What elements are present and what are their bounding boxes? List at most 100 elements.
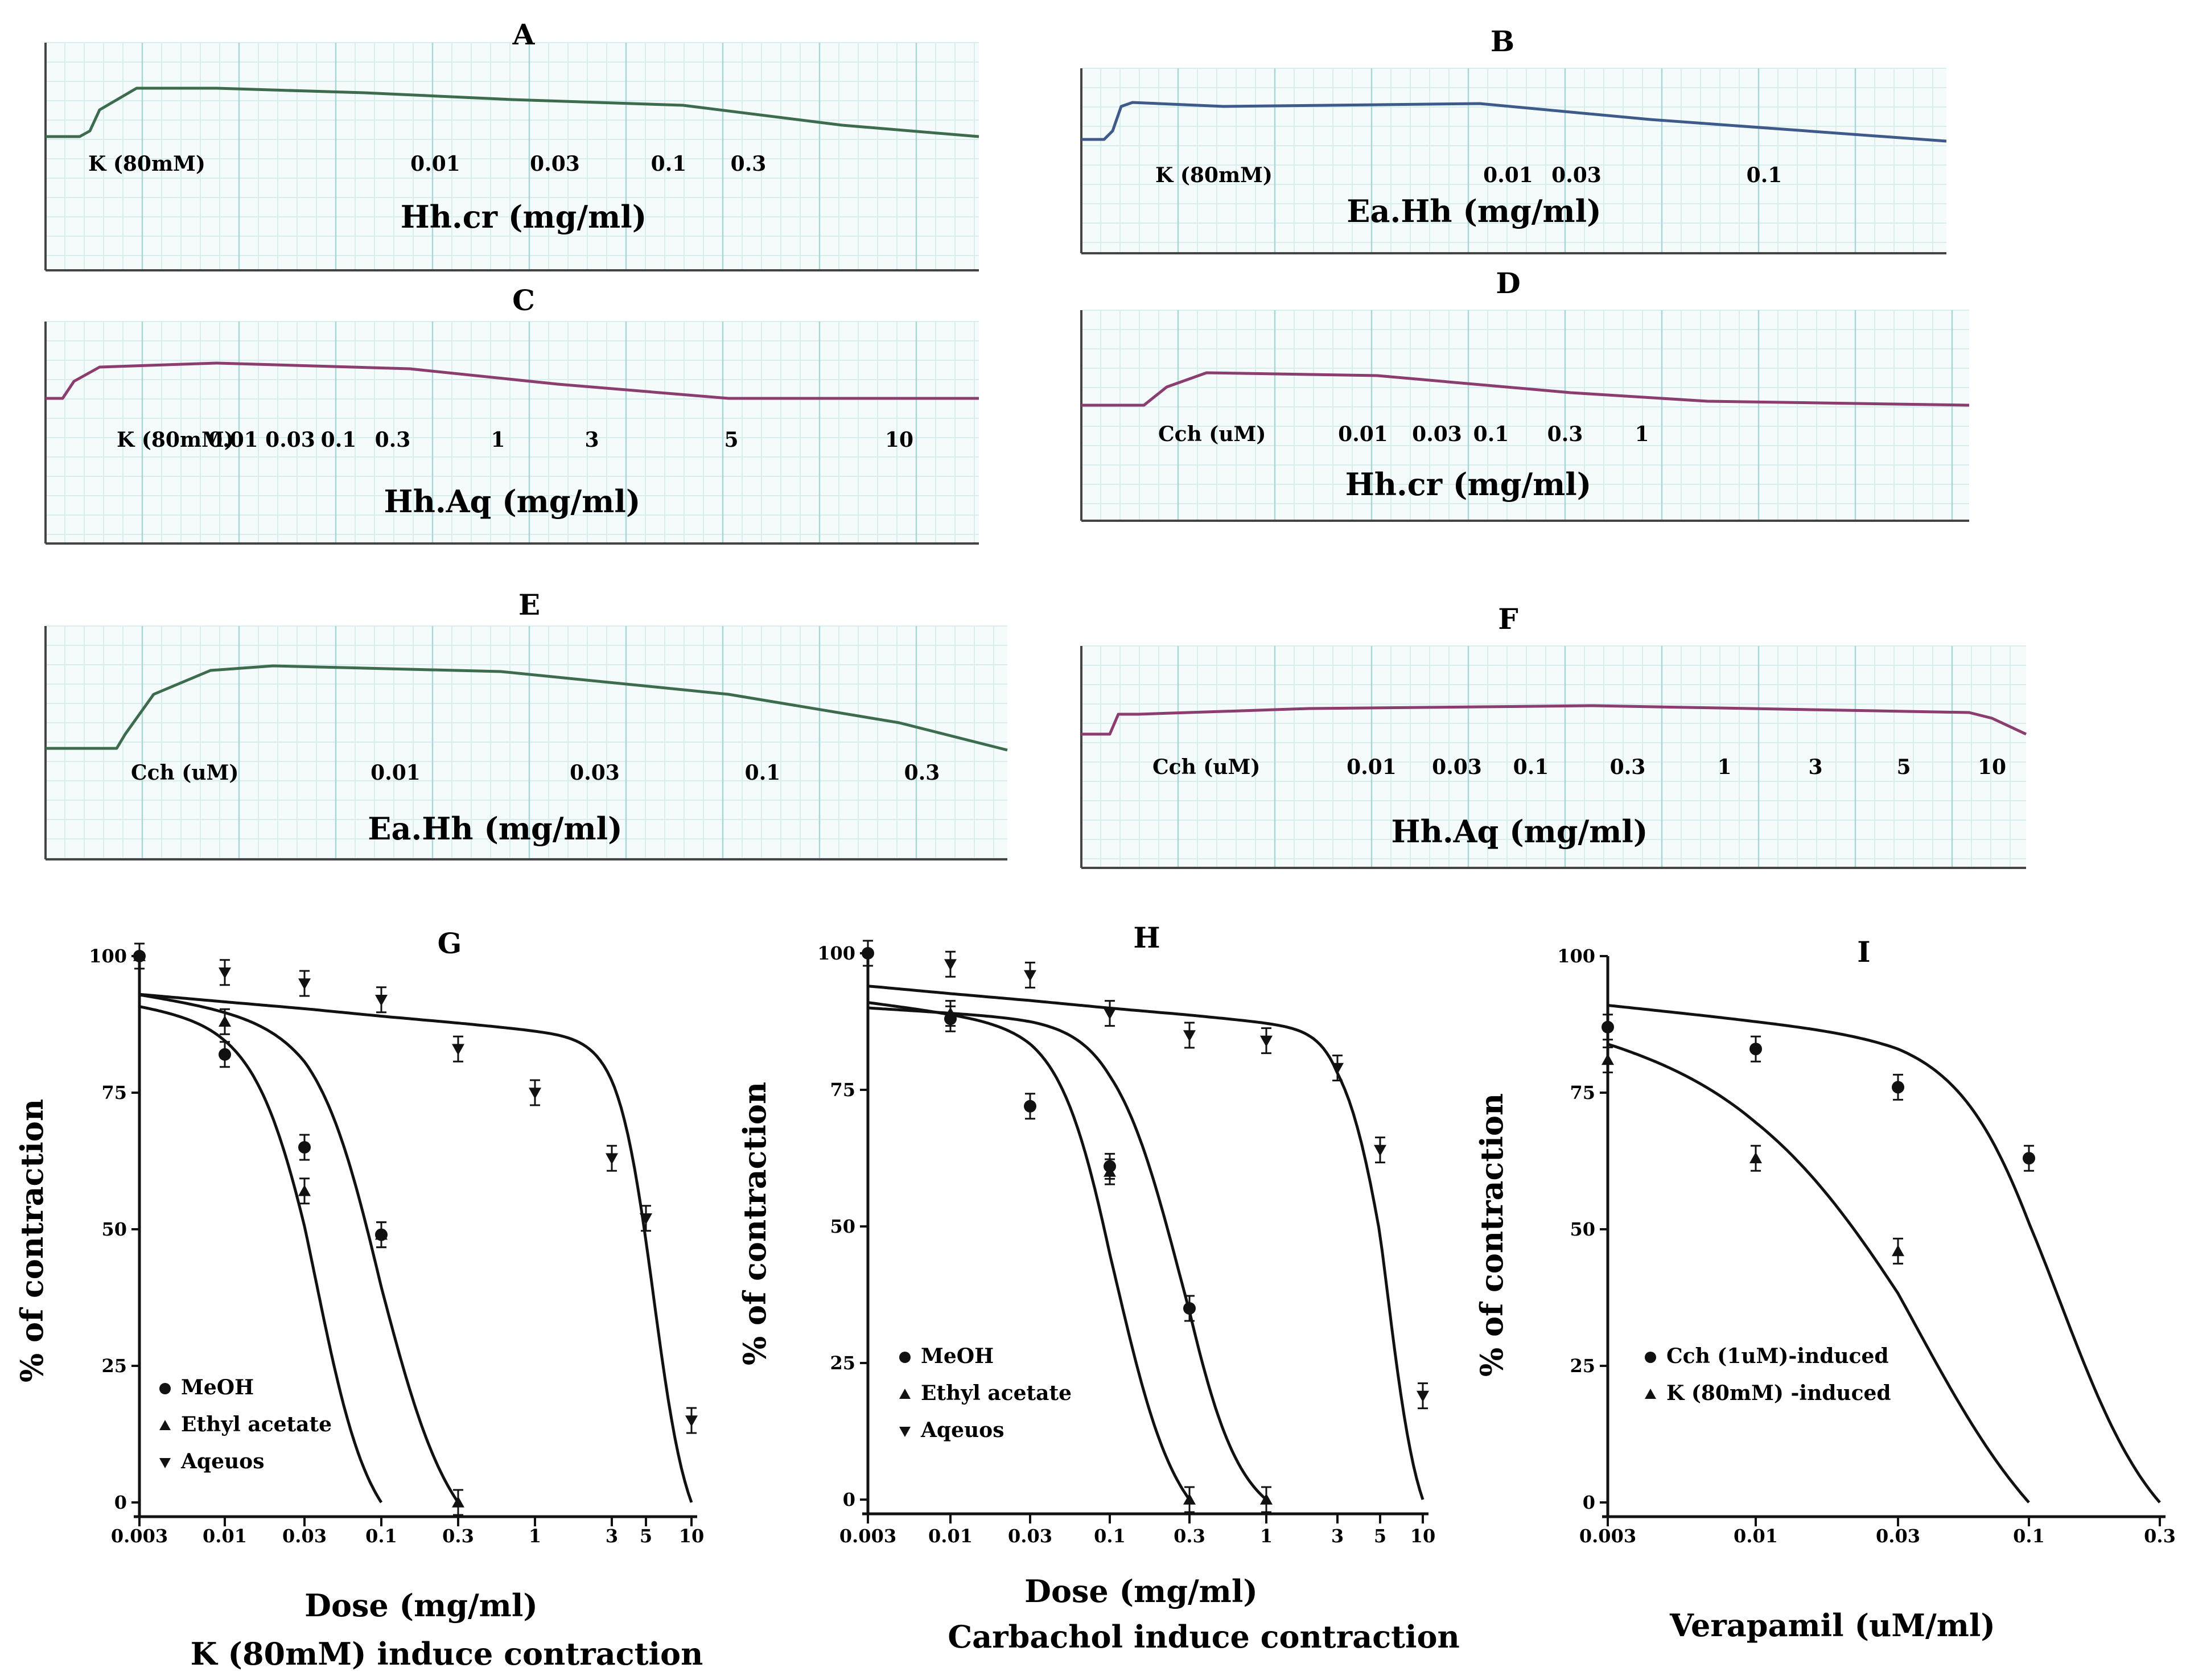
chart-title-g: G	[438, 927, 462, 960]
dose-label: 0.03	[265, 428, 315, 452]
x-tick-label: 3	[1331, 1525, 1344, 1547]
panel-label-c: C	[512, 283, 535, 317]
y-tick-label: 100	[817, 942, 855, 964]
x-tick-label: 0.3	[1174, 1525, 1205, 1547]
data-point-tri-down	[1374, 1144, 1386, 1156]
dose-label: 0.01	[410, 152, 460, 176]
dose-label: 0.1	[1513, 755, 1549, 779]
data-point-circle	[1183, 1302, 1196, 1315]
data-point-circle	[219, 1048, 231, 1061]
data-point-tri-down	[606, 1153, 618, 1165]
panel-label-d: D	[1496, 266, 1520, 300]
trace-grid-major-f	[1080, 646, 1953, 868]
data-point-triangle	[1602, 1053, 1614, 1065]
trace-paper-c	[46, 322, 979, 543]
data-point-circle	[2023, 1152, 2035, 1165]
trace-grid-major-c	[44, 322, 917, 543]
trace-axis-label-d: Hh.cr (mg/ml)	[1345, 466, 1592, 503]
y-tick-label: 0	[843, 1489, 855, 1510]
legend-entry-i-1: K (80mM) -induced	[1666, 1381, 1891, 1405]
data-point-tri-down	[640, 1213, 652, 1225]
chart-subtitle-g: K (80mM) induce contraction	[191, 1636, 703, 1672]
trace-axis-label-b: Ea.Hh (mg/ml)	[1347, 193, 1601, 229]
data-point-triangle	[133, 950, 146, 961]
trace-line-e	[46, 664, 1008, 752]
trace-line-b	[1081, 101, 1947, 143]
y-axis-label-i: % of contraction	[1473, 1093, 1510, 1377]
x-tick-label: 10	[679, 1525, 705, 1547]
x-tick-label: 0.1	[2013, 1525, 2045, 1547]
x-tick-label: 3	[606, 1525, 618, 1547]
y-tick-label: 75	[830, 1079, 855, 1101]
trace-grid-fine-b	[1081, 68, 1946, 253]
trace-panel-e: E Cch (uM) 0.01 0.03 0.1 0.3 Ea.Hh (mg/ml)	[44, 588, 1008, 860]
panel-label-b: B	[1491, 24, 1514, 58]
fit-curve-i-0	[1607, 1004, 2161, 1504]
data-point-circle	[1645, 1352, 1656, 1363]
data-point-tri-down	[159, 1458, 171, 1468]
panel-label-a: A	[512, 18, 536, 51]
fit-curve-g-2	[139, 993, 693, 1503]
dose-label: 5	[724, 428, 738, 452]
chart-subtitle-h: Carbachol induce contraction	[948, 1619, 1460, 1655]
y-tick-label: 25	[1570, 1355, 1595, 1377]
dose-label: 10	[885, 428, 913, 452]
dose-label: 0.01	[1338, 422, 1388, 446]
data-point-tri-down	[1024, 970, 1036, 982]
data-point-tri-down	[219, 967, 231, 979]
y-tick-label: 0	[114, 1492, 127, 1513]
data-point-triangle	[1104, 1166, 1116, 1177]
dose-label: 0.1	[745, 761, 781, 785]
legend-entry-g-2: Aqeuos	[180, 1450, 264, 1473]
trace-axis-label-f: Hh.Aq (mg/ml)	[1392, 813, 1648, 850]
y-tick-label: 50	[830, 1216, 855, 1237]
y-tick-label: 0	[1583, 1492, 1595, 1513]
trace-panel-c: C K (80mM)0.01 0.03 0.1 0.3 1 3 5 10 Hh.Aq (mg/ml…	[44, 283, 979, 545]
data-point-triangle	[298, 1184, 311, 1196]
data-point-circle	[298, 1141, 311, 1154]
data-point-triangle	[1749, 1152, 1762, 1163]
trace-panel-a: A K (80mM) 0.01 0.03 0.1 0.3 Hh.cr (mg/ml)	[44, 18, 979, 271]
dose-label: 0.03	[570, 761, 620, 785]
dose-label: 1	[491, 428, 505, 452]
panel-label-f: F	[1498, 602, 1518, 636]
trace-axis-label-a: Hh.cr (mg/ml)	[401, 199, 647, 235]
y-tick-label: 50	[101, 1218, 127, 1240]
dose-label: 3	[1808, 755, 1822, 779]
x-tick-label: 0.03	[282, 1525, 327, 1547]
dose-label: 0.3	[904, 761, 940, 785]
data-point-circle	[1602, 1020, 1614, 1033]
x-tick-label: 0.3	[442, 1525, 474, 1547]
y-tick-label: 100	[1557, 945, 1595, 967]
stimulus-label-a: K (80mM)	[88, 152, 205, 176]
x-tick-label: 1	[1260, 1525, 1273, 1547]
dose-label: 0.3	[1610, 755, 1646, 779]
dose-label: 0.1	[651, 152, 687, 176]
x-tick-label: 0.03	[1876, 1525, 1920, 1547]
trace-line-a	[46, 87, 979, 138]
x-tick-label: 5	[640, 1525, 652, 1547]
x-axis-label-g: Dose (mg/ml)	[304, 1587, 538, 1624]
trace-paper-d	[1081, 310, 1969, 521]
chart-i: 0 25 50 75 100 0.003 0.01 0.03 0.1 0.3 Cch (1uM)-i…	[1473, 935, 2176, 1644]
x-tick-label: 0.01	[1734, 1525, 1778, 1547]
x-tick-label: 0.1	[365, 1525, 397, 1547]
dose-label: 0.03	[1432, 755, 1482, 779]
dose-label: 0.1	[1473, 422, 1509, 446]
data-point-circle	[862, 947, 874, 960]
y-axis-label-h: % of contraction	[736, 1082, 773, 1365]
legend-entry-h-0: MeOH	[921, 1344, 994, 1368]
stimulus-label-f: Cch (uM)	[1152, 755, 1260, 779]
fit-curve-h-1	[867, 1006, 1267, 1501]
x-tick-label: 0.3	[2144, 1525, 2176, 1547]
stimulus-label-d: Cch (uM)	[1158, 422, 1266, 446]
data-point-triangle	[219, 1015, 231, 1027]
data-point-tri-down	[899, 1427, 911, 1437]
y-tick-label: 75	[101, 1082, 127, 1103]
x-tick-label: 0.1	[1094, 1525, 1126, 1547]
data-point-circle	[899, 1352, 911, 1363]
dose-label: 0.1	[1747, 163, 1782, 187]
data-point-circle	[1024, 1100, 1036, 1113]
trace-panel-b: B K (80mM) 0.01 0.03 0.1 Ea.Hh (mg/ml)	[1080, 24, 1947, 254]
legend-entry-i-0: Cch (1uM)-induced	[1666, 1344, 1889, 1368]
